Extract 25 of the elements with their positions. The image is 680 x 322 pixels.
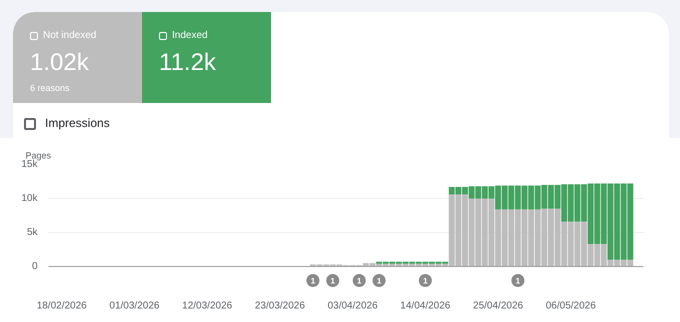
- text: 11.2k: [159, 48, 217, 78]
- text: 1.02k: [30, 48, 90, 78]
- y-axis-title: Pages: [26, 150, 52, 160]
- y-tick-label: 5k: [26, 227, 38, 238]
- y-tick-label: 10k: [21, 193, 38, 204]
- x-tick-label: 23/03/2026: [254, 300, 306, 312]
- annotation: 1: [310, 276, 316, 286]
- annotation: 1: [516, 276, 521, 286]
- legend-label: Not indexed: [42, 29, 98, 43]
- annotation: 1: [330, 276, 336, 286]
- x-tick-label: 01/03/2026: [109, 300, 160, 312]
- x-tick-label: 18/02/2026: [36, 300, 88, 312]
- x-tick-label: 14/04/2026: [400, 300, 451, 312]
- y-tick-label: 0: [32, 261, 38, 272]
- x-tick-label: 03/04/2026: [328, 300, 378, 312]
- text: Impressions: [44, 115, 111, 132]
- annotation: 1: [357, 276, 362, 286]
- annotation: 1: [376, 276, 382, 286]
- x-tick-label: 06/05/2026: [546, 300, 596, 312]
- x-tick-label: 25/04/2026: [473, 300, 524, 312]
- annotation: 1: [423, 276, 428, 286]
- legend-label: Indexed: [171, 29, 209, 43]
- x-tick-label: 12/03/2026: [182, 300, 233, 312]
- text: 6 reasons: [30, 82, 71, 94]
- y-tick-label: 15k: [21, 159, 38, 170]
